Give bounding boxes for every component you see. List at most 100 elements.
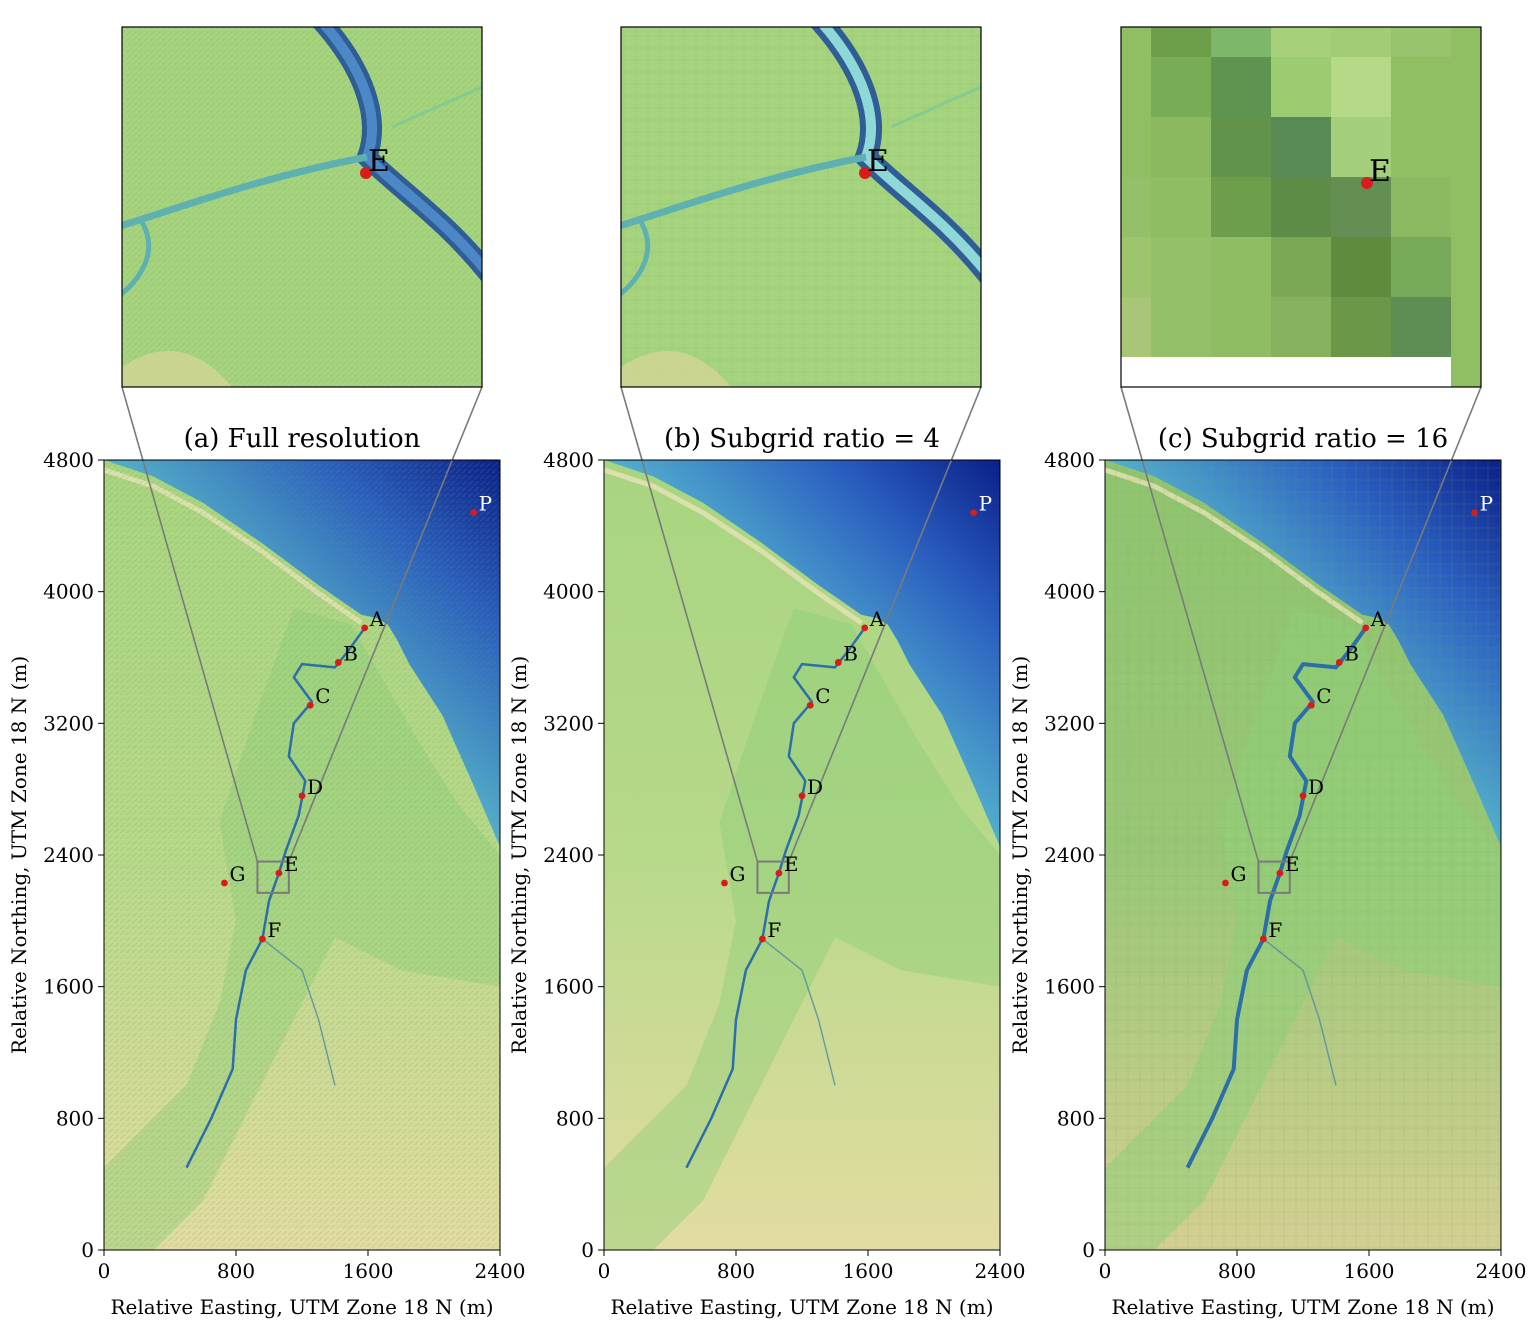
y-tick-label: 800 [56,1106,94,1130]
inset-point-E [360,167,372,179]
y-tick-label: 3200 [543,711,594,735]
inset-point-label-E: E [867,144,889,179]
x-tick-label: 2400 [1476,1259,1527,1283]
channel-b [685,627,866,1169]
point-P [470,509,477,517]
inset-a: E [121,26,483,388]
point-label-C: C [315,684,330,708]
y-tick-label: 800 [556,1106,594,1130]
x-tick-label: 800 [1218,1259,1256,1283]
point-label-F: F [1268,918,1282,942]
x-tick-label: 2400 [475,1259,526,1283]
point-label-C: C [1316,684,1331,708]
x-tick-label: 0 [98,1259,111,1283]
inset-point-E [1361,177,1373,189]
y-tick-label: 4800 [543,448,594,472]
point-label-E: E [784,852,799,876]
y-tick-label: 2400 [1044,843,1095,867]
inset-point-E [859,167,871,179]
x-tick-label: 2400 [975,1259,1026,1283]
point-label-P: P [979,492,992,516]
y-tick-label: 0 [1082,1238,1095,1262]
x-axis-label: Relative Easting, UTM Zone 18 N (m) [1111,1295,1494,1319]
x-tick-label: 0 [598,1259,611,1283]
x-tick-label: 1600 [1344,1259,1395,1283]
point-label-P: P [1480,492,1493,516]
panel-title: (a) Full resolution [184,424,421,454]
point-C [1307,701,1315,709]
y-tick-label: 1600 [43,975,94,999]
ocean-b [604,460,1000,847]
point-label-B: B [343,641,358,665]
x-tick-label: 1600 [343,1259,394,1283]
zoom-line-left [121,386,259,862]
y-axis-label: Relative Northing, UTM Zone 18 N (m) [507,656,531,1054]
inset-b: E [620,26,982,388]
x-tick-label: 1600 [843,1259,894,1283]
point-E [775,869,783,877]
point-label-A: A [869,607,885,631]
channel-a [185,627,366,1169]
x-axis-label: Relative Easting, UTM Zone 18 N (m) [110,1295,493,1319]
y-tick-label: 800 [1057,1106,1095,1130]
y-tick-label: 0 [581,1238,594,1262]
point-C [306,701,314,709]
point-label-P: P [479,492,492,516]
zoom-box [1257,860,1291,894]
map-b [603,460,1000,1250]
channel-c [1185,626,1368,1169]
point-A [1362,624,1370,632]
inset-point-label-E: E [368,144,390,179]
point-label-D: D [1308,775,1324,799]
zoom-line-right [288,386,483,862]
point-A [861,624,869,632]
point-label-D: D [307,775,323,799]
point-P [970,509,977,517]
point-label-A: A [369,607,385,631]
panel-a: ABC D E F G P 0 800 1600 2400 0 800 1600 2400 3200 4000… [7,26,526,1319]
point-label-G: G [229,862,245,886]
y-tick-label: 4800 [1044,448,1095,472]
x-tick-label: 800 [717,1259,755,1283]
point-B [834,659,842,666]
zoom-line-left [1120,386,1260,862]
zoom-line-left [620,386,759,862]
y-tick-label: 3200 [1044,711,1095,735]
point-A [361,624,369,632]
point-label-G: G [729,862,745,886]
map-c [1104,460,1501,1250]
y-tick-label: 4000 [1044,580,1095,604]
point-F [759,935,766,943]
point-label-B: B [843,641,858,665]
point-label-F: F [767,918,781,942]
x-tick-label: 800 [217,1259,255,1283]
panel-title: (c) Subgrid ratio = 16 [1158,424,1448,454]
point-label-G: G [1230,862,1246,886]
point-D [1299,792,1307,800]
point-E [1276,869,1284,877]
point-D [298,792,306,800]
point-G [1222,879,1229,887]
map-a [103,460,500,1250]
y-tick-label: 3200 [43,711,94,735]
x-axis-label: Relative Easting, UTM Zone 18 N (m) [610,1295,993,1319]
y-tick-label: 2400 [43,843,94,867]
y-tick-label: 1600 [1044,975,1095,999]
point-F [259,935,266,943]
inset-point-label-E: E [1369,154,1391,189]
point-C [806,701,814,709]
y-tick-label: 1600 [543,975,594,999]
point-F [1260,935,1267,943]
point-label-D: D [807,775,823,799]
zoom-box [256,860,290,894]
y-axis-label: Relative Northing, UTM Zone 18 N (m) [1008,656,1032,1054]
point-B [1335,659,1343,666]
point-label-C: C [815,684,830,708]
panel-title: (b) Subgrid ratio = 4 [664,424,940,454]
point-D [798,792,806,800]
y-tick-label: 2400 [543,843,594,867]
y-tick-label: 4000 [543,580,594,604]
point-label-A: A [1370,607,1386,631]
y-axis-label: Relative Northing, UTM Zone 18 N (m) [7,656,31,1054]
